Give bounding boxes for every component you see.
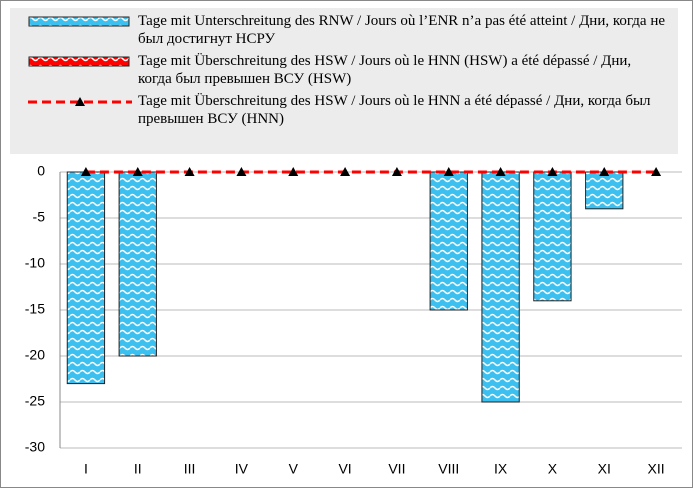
legend-swatch [28,16,130,27]
x-tick-label: II [134,461,142,477]
y-tick-label: -15 [25,301,45,317]
x-tick-label: VIII [438,461,459,477]
x-tick-label: I [84,461,88,477]
swatch-marker [75,97,85,106]
swatch [28,56,130,67]
swatch [28,16,130,27]
y-tick-label: -25 [25,393,45,409]
x-tick-label: XII [648,461,665,477]
bar [533,171,572,302]
legend-label: Tage mit Überschreitung des HSW / Jours … [138,93,651,127]
legend: Tage mit Unterschreitung des RNW / Jours… [10,8,678,154]
marker [288,167,299,176]
legend-entry: Tage mit Überschreitung des HSW / Jours … [10,92,668,128]
y-tick-label: -20 [25,347,45,363]
y-tick-label: 0 [37,163,45,179]
marker [132,167,143,176]
x-tick-label: V [289,461,299,477]
marker [80,167,91,176]
legend-label: Tage mit Überschreitung des HSW / Jours … [138,53,632,87]
y-tick-label: -30 [25,439,45,455]
x-tick-label: X [548,461,558,477]
legend-label: Tage mit Unterschreitung des RNW / Jours… [138,13,666,47]
marker [547,167,558,176]
legend-swatch [28,56,130,67]
x-tick-label: IV [235,461,249,477]
x-tick-label: VII [388,461,405,477]
marker [236,167,247,176]
marker [391,167,402,176]
legend-swatch [28,97,132,106]
bar [429,171,468,311]
marker [651,167,662,176]
bar [585,171,624,210]
marker [184,167,195,176]
x-tick-label: XI [598,461,611,477]
x-tick-label: VI [338,461,351,477]
x-tick-label: III [184,461,196,477]
legend-entry: Tage mit Überschreitung des HSW / Jours … [10,52,668,88]
legend-entry: Tage mit Unterschreitung des RNW / Jours… [10,12,668,48]
marker [340,167,351,176]
bar [66,171,106,385]
y-tick-label: -10 [25,255,45,271]
marker [495,167,506,176]
bar [481,171,520,403]
bar [118,171,157,357]
x-tick-label: IX [494,461,508,477]
marker [599,167,610,176]
y-tick-label: -5 [33,209,46,225]
marker [443,167,454,176]
